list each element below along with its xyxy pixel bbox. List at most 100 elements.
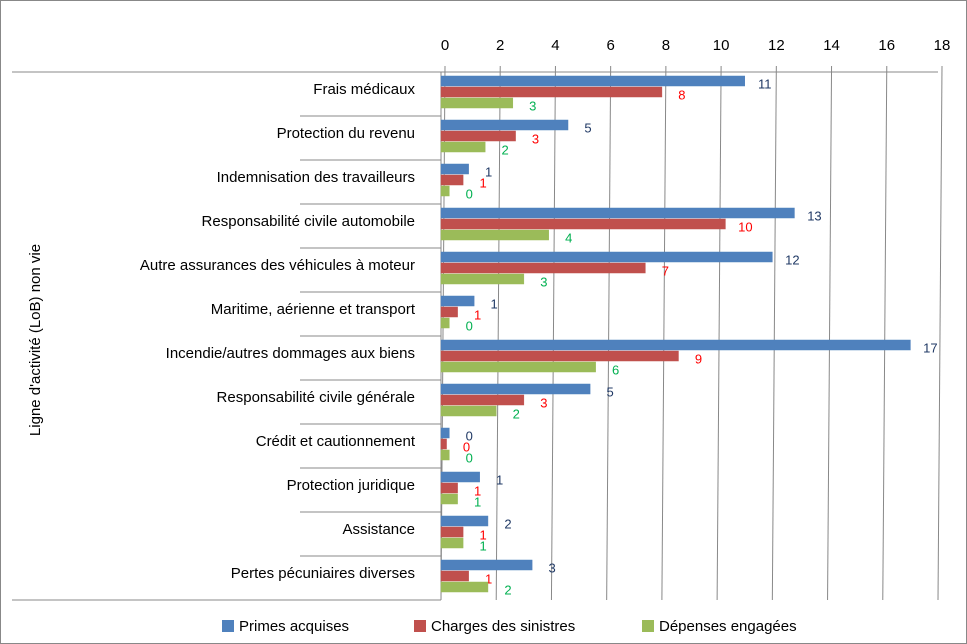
- bar: [440, 482, 458, 494]
- bar: [440, 471, 480, 483]
- grid-line: [771, 65, 777, 601]
- value-label: 1: [474, 483, 481, 498]
- legend-swatch: [642, 620, 654, 632]
- value-label: 3: [540, 274, 547, 289]
- bar: [440, 427, 450, 439]
- value-label: 1: [485, 164, 492, 179]
- bar: [440, 174, 464, 186]
- bar: [440, 86, 663, 98]
- bar: [440, 273, 525, 285]
- value-label: 2: [504, 582, 511, 597]
- category-label: Maritime, aérienne et transport: [211, 301, 416, 318]
- grid-line: [716, 65, 722, 601]
- category-label: Pertes pécuniaires diverses: [231, 565, 415, 582]
- value-label: 0: [466, 450, 473, 465]
- bar: [440, 119, 569, 131]
- bar: [440, 218, 726, 230]
- bar: [440, 317, 450, 329]
- bar: [440, 383, 591, 395]
- value-label: 2: [504, 516, 511, 531]
- x-tick-label: 4: [551, 37, 559, 54]
- category-label: Responsabilité civile générale: [217, 389, 415, 406]
- value-label: 1: [474, 494, 481, 509]
- bar: [440, 295, 475, 307]
- value-label: 7: [662, 263, 669, 278]
- value-label: 1: [479, 527, 486, 542]
- value-label: 3: [540, 395, 547, 410]
- grid-line: [606, 65, 612, 601]
- value-label: 12: [785, 252, 799, 267]
- grid-line: [495, 65, 501, 601]
- category-label: Frais médicaux: [313, 81, 415, 98]
- value-label: 1: [491, 296, 498, 311]
- legend-swatch: [414, 620, 426, 632]
- category-label: Incendie/autres dommages aux biens: [166, 345, 415, 362]
- bar: [440, 141, 486, 153]
- x-tick-label: 8: [662, 37, 670, 54]
- value-label: 3: [532, 131, 539, 146]
- value-label: 11: [758, 76, 772, 91]
- bar: [440, 394, 525, 406]
- value-label: 0: [466, 318, 473, 333]
- value-label: 1: [479, 175, 486, 190]
- value-label: 17: [923, 340, 937, 355]
- x-tick-label: 2: [496, 37, 504, 54]
- bar: [440, 251, 773, 263]
- bar: [440, 97, 514, 109]
- value-label: 1: [474, 307, 481, 322]
- bar: [440, 306, 458, 318]
- value-label: 6: [612, 362, 619, 377]
- value-label: 5: [584, 120, 591, 135]
- bar: [440, 361, 596, 373]
- value-label: 1: [485, 571, 492, 586]
- value-label: 0: [463, 439, 470, 454]
- grid-line: [550, 65, 556, 601]
- value-label: 3: [548, 560, 555, 575]
- value-label: 4: [565, 230, 572, 245]
- grid-line: [661, 65, 667, 601]
- x-tick-label: 12: [768, 37, 785, 54]
- bar: [440, 130, 516, 142]
- value-label: 0: [466, 428, 473, 443]
- value-label: 3: [529, 98, 536, 113]
- value-label: 1: [496, 472, 503, 487]
- x-tick-label: 6: [606, 37, 614, 54]
- category-label: Crédit et cautionnement: [256, 433, 416, 450]
- value-label: 13: [807, 208, 821, 223]
- category-label: Autre assurances des véhicules à moteur: [140, 257, 415, 274]
- x-tick-label: 14: [823, 37, 840, 54]
- bar: [440, 229, 549, 241]
- value-label: 8: [678, 87, 685, 102]
- grid-line: [440, 65, 446, 601]
- value-label: 2: [502, 142, 509, 157]
- bar: [440, 438, 447, 450]
- y-axis-label: Ligne d'activité (LoB) non vie: [27, 244, 44, 436]
- bar: [440, 207, 795, 219]
- x-tick-label: 16: [878, 37, 895, 54]
- value-label: 10: [738, 219, 752, 234]
- bar: [440, 515, 489, 527]
- bar: [440, 570, 469, 582]
- bar: [440, 493, 458, 505]
- bar: [440, 581, 489, 593]
- category-label: Protection juridique: [287, 477, 415, 494]
- bar: [440, 537, 464, 549]
- bar: [440, 559, 533, 571]
- value-label: 9: [695, 351, 702, 366]
- x-tick-label: 10: [713, 37, 730, 54]
- legend-label: Charges des sinistres: [431, 618, 575, 635]
- x-tick-label: 0: [441, 37, 449, 54]
- bar: [440, 526, 464, 538]
- legend-swatch: [222, 620, 234, 632]
- bar: [440, 75, 745, 87]
- legend-label: Dépenses engagées: [659, 618, 797, 635]
- bar: [440, 449, 450, 461]
- bar: [440, 350, 679, 362]
- category-label: Protection du revenu: [277, 125, 415, 142]
- category-label: Assistance: [342, 521, 415, 538]
- value-label: 2: [513, 406, 520, 421]
- x-tick-label: 18: [934, 37, 951, 54]
- bar: [440, 339, 911, 351]
- grid-line: [882, 65, 888, 601]
